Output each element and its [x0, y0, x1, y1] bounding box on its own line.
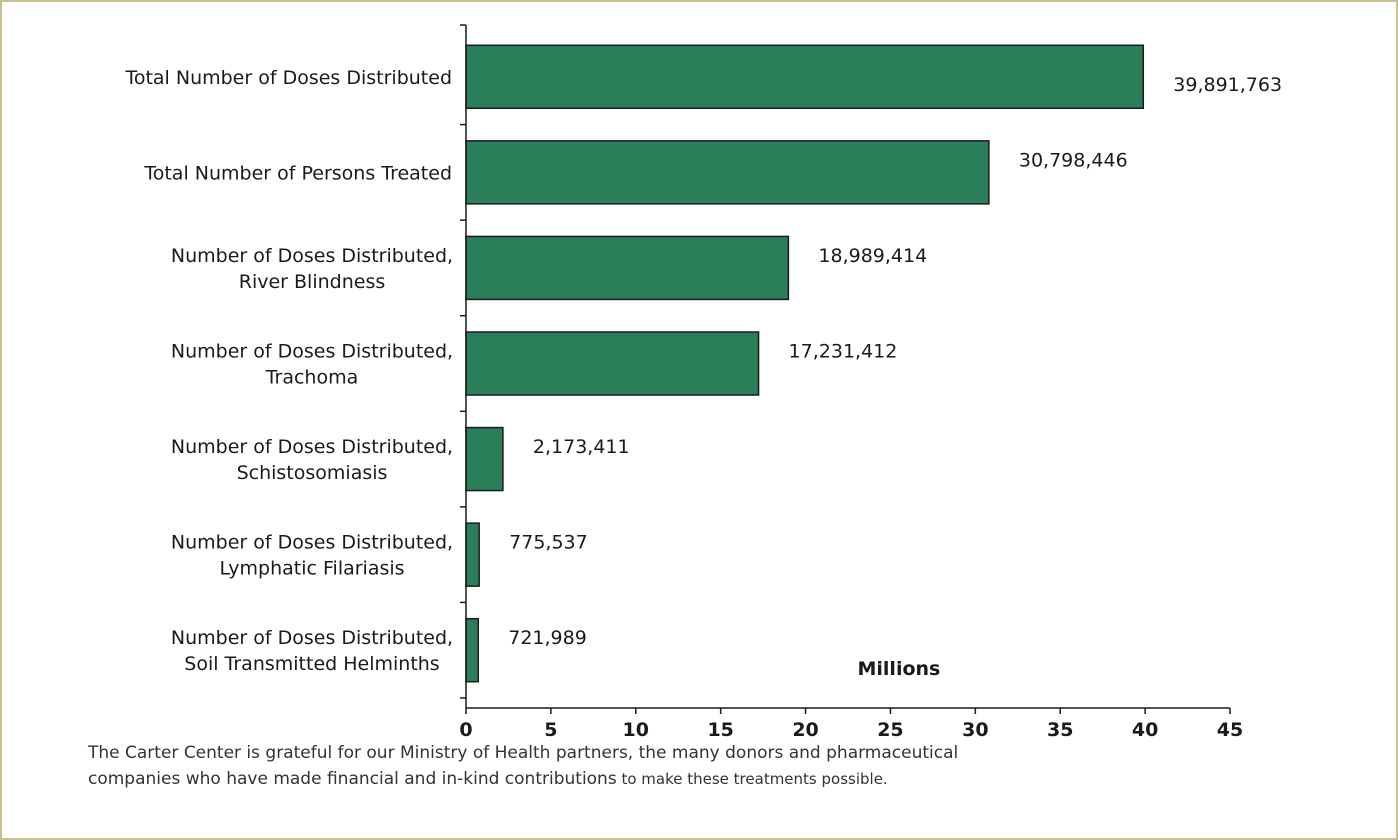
category-label-1: Total Number of Persons Treated [143, 162, 452, 184]
category-label-line: Soil Transmitted Helminths [184, 653, 439, 675]
category-label-line: Number of Doses Distributed, [171, 341, 453, 363]
bar-2 [465, 235, 790, 301]
bar-4 [465, 426, 504, 492]
x-tick-label-4: 20 [792, 719, 818, 740]
x-tick-label-0: 0 [459, 719, 472, 740]
category-label-line: Number of Doses Distributed, [171, 627, 453, 649]
category-label-line: Trachoma [265, 367, 359, 389]
data-label-3: 17,231,412 [789, 341, 898, 363]
category-label-line: Total Number of Doses Distributed [124, 67, 452, 89]
category-label-5: Number of Doses Distributed, Lymphatic Fi… [171, 532, 453, 580]
x-tick-label-3: 15 [707, 719, 733, 740]
caption-line-2a: companies who have made financial and in… [88, 769, 617, 789]
x-tick-label-1: 5 [544, 719, 557, 740]
x-tick-label-2: 10 [623, 719, 649, 740]
bar-chart: Total Number of Doses Distributed 39,891,… [124, 24, 1282, 740]
category-label-line: Number of Doses Distributed, [171, 436, 453, 458]
bar-0 [465, 44, 1145, 110]
category-label-4: Number of Doses Distributed, Schistosomia… [171, 436, 453, 484]
category-label-line: River Blindness [239, 271, 386, 293]
bar-1 [465, 140, 990, 205]
category-label-3: Number of Doses Distributed, Trachoma [171, 341, 453, 389]
x-tick-label-5: 25 [877, 719, 903, 740]
x-tick-label-7: 35 [1047, 719, 1073, 740]
data-label-1: 30,798,446 [1019, 149, 1128, 171]
category-label-line: Number of Doses Distributed, [171, 532, 453, 554]
category-label-line: Number of Doses Distributed, [171, 245, 453, 267]
category-label-line: Lymphatic Filariasis [219, 558, 404, 580]
unit-label: Millions [858, 658, 941, 680]
data-label-6: 721,989 [508, 627, 587, 649]
data-label-5: 775,537 [509, 532, 588, 554]
x-tick-label-9: 45 [1217, 719, 1243, 740]
category-label-6: Number of Doses Distributed, Soil Transmi… [171, 627, 453, 675]
data-label-0: 39,891,763 [1173, 74, 1282, 96]
x-tick-label-6: 30 [962, 719, 988, 740]
caption-line-2: companies who have made financial and in… [88, 766, 1288, 792]
data-label-2: 18,989,414 [818, 245, 927, 267]
data-label-4: 2,173,411 [533, 436, 630, 458]
category-label-line: Total Number of Persons Treated [143, 162, 452, 184]
category-label-0: Total Number of Doses Distributed [124, 67, 452, 89]
caption-line-2b: to make these treatments possible. [616, 770, 888, 788]
bar-3 [465, 331, 760, 396]
category-label-line: Schistosomiasis [237, 462, 388, 484]
bar-5 [465, 522, 480, 587]
category-label-2: Number of Doses Distributed, River Blindn… [171, 245, 453, 293]
caption-line-1: The Carter Center is grateful for our Mi… [88, 743, 959, 763]
x-tick-label-8: 40 [1132, 719, 1158, 740]
bar-6 [465, 617, 480, 683]
caption: The Carter Center is grateful for our Mi… [88, 740, 1288, 792]
